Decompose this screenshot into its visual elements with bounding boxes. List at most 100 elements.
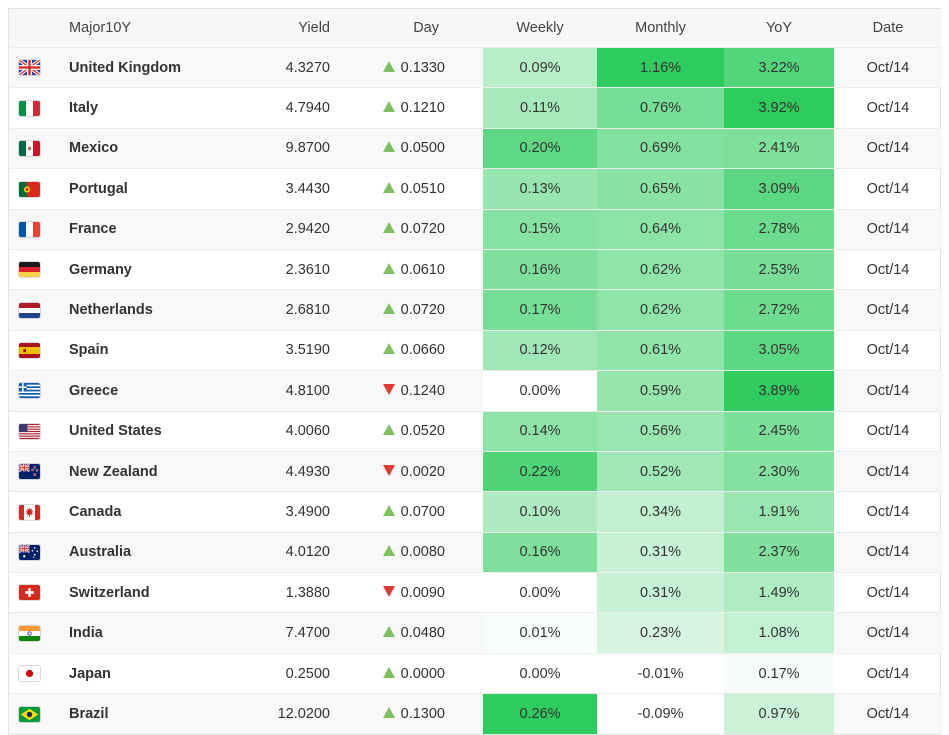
col-header-yield[interactable]: Yield xyxy=(241,9,336,48)
weekly-cell: 0.20% xyxy=(483,128,597,169)
monthly-cell: 1.16% xyxy=(597,47,724,88)
yield-cell: 4.0060 xyxy=(285,423,330,440)
flag-cell xyxy=(9,128,61,169)
monthly-cell: 0.52% xyxy=(597,451,724,492)
table-row[interactable]: New Zealand 4.4930 0.0020 0.22% 0.52% 2.30% Oc… xyxy=(9,451,942,492)
col-header-major10y[interactable]: Major10Y xyxy=(61,9,241,48)
bond-table-frame: Major10Y Yield Day Weekly Monthly YoY Da… xyxy=(8,8,942,735)
flag-cell xyxy=(9,612,61,654)
mx-flag-icon xyxy=(19,141,40,157)
weekly-cell: 0.13% xyxy=(483,168,597,210)
day-cell: 0.0510 xyxy=(336,169,483,209)
country-link[interactable]: India xyxy=(69,625,103,642)
table-row[interactable]: Germany 2.3610 0.0610 0.16% 0.62% 2.53% Oct/14 xyxy=(9,249,942,290)
monthly-cell: 0.61% xyxy=(597,330,724,371)
date-cell: Oct/14 xyxy=(866,180,910,197)
weekly-cell: 0.00% xyxy=(483,653,597,694)
up-triangle-icon xyxy=(382,60,395,72)
pt-flag-icon xyxy=(19,181,40,197)
country-link[interactable]: Spain xyxy=(69,342,109,359)
table-row[interactable]: Italy 4.7940 0.1210 0.11% 0.76% 3.92% Oct/14 xyxy=(9,87,942,129)
col-header-flag xyxy=(9,9,61,48)
major-10y-bond-table: Major10Y Yield Day Weekly Monthly YoY Da… xyxy=(9,9,942,734)
country-link[interactable]: Mexico xyxy=(69,140,119,157)
day-change-value: 0.0090 xyxy=(400,584,445,601)
country-link[interactable]: Brazil xyxy=(69,705,109,722)
day-cell: 0.0610 xyxy=(336,249,483,289)
table-row[interactable]: Greece 4.8100 0.1240 0.00% 0.59% 3.89% Oct/14 xyxy=(9,370,942,412)
day-change-value: 0.0510 xyxy=(400,180,445,197)
up-triangle-icon xyxy=(382,626,395,638)
country-link[interactable]: Germany xyxy=(69,261,132,278)
yoy-cell: 3.05% xyxy=(724,330,834,371)
table-row[interactable]: Portugal 3.4430 0.0510 0.13% 0.65% 3.09% Oct/1… xyxy=(9,168,942,210)
table-row[interactable]: Switzerland 1.3880 0.0090 0.00% 0.31% 1.49% Oc… xyxy=(9,572,942,613)
weekly-cell: 0.15% xyxy=(483,209,597,250)
monthly-cell: 0.34% xyxy=(597,491,724,533)
table-row[interactable]: Spain 3.5190 0.0660 0.12% 0.61% 3.05% Oct/14 xyxy=(9,330,942,371)
country-link[interactable]: Canada xyxy=(69,503,122,520)
monthly-cell: 0.76% xyxy=(597,87,724,129)
day-change-value: 0.0660 xyxy=(400,342,445,359)
yield-cell: 4.8100 xyxy=(241,370,336,412)
date-cell: Oct/14 xyxy=(834,693,942,734)
table-row[interactable]: Netherlands 2.6810 0.0720 0.17% 0.62% 2.72% Oc… xyxy=(9,289,942,331)
table-row[interactable]: India 7.4700 0.0480 0.01% 0.23% 1.08% Oct/14 xyxy=(9,612,942,654)
yoy-cell: 2.37% xyxy=(724,532,834,573)
country-cell: Australia xyxy=(61,532,241,573)
yield-cell: 4.3270 xyxy=(241,47,336,88)
table-row[interactable]: United States 4.0060 0.0520 0.14% 0.56% 2.45%… xyxy=(9,411,942,452)
country-cell: Germany xyxy=(61,249,241,289)
col-header-yoy[interactable]: YoY xyxy=(724,9,834,48)
day-change-value: 0.0700 xyxy=(400,503,445,520)
country-link[interactable]: Netherlands xyxy=(69,302,153,319)
col-header-monthly[interactable]: Monthly xyxy=(597,9,724,48)
yoy-cell: 1.49% xyxy=(724,572,834,613)
table-row[interactable]: Brazil 12.0200 0.1300 0.26% -0.09% 0.97% Oct/1… xyxy=(9,693,942,734)
country-link[interactable]: Portugal xyxy=(69,180,128,197)
weekly-cell: 0.00% xyxy=(483,370,597,412)
date-cell: Oct/14 xyxy=(834,612,942,654)
col-header-day[interactable]: Day xyxy=(336,9,483,48)
flag-cell xyxy=(9,47,61,88)
flag-cell xyxy=(9,653,61,693)
day-cell: 0.0080 xyxy=(336,532,483,573)
table-row[interactable]: Canada 3.4900 0.0700 0.10% 0.34% 1.91% Oct/14 xyxy=(9,491,942,533)
country-link[interactable]: Japan xyxy=(69,665,111,682)
country-link[interactable]: Switzerland xyxy=(69,584,150,601)
fr-flag-icon xyxy=(19,221,40,237)
country-link[interactable]: Italy xyxy=(69,100,99,117)
weekly-cell: 0.00% xyxy=(483,572,597,613)
yield-cell: 7.4700 xyxy=(241,612,336,654)
day-cell: 0.0000 xyxy=(336,653,483,693)
country-link[interactable]: New Zealand xyxy=(69,463,158,480)
up-triangle-icon xyxy=(382,504,395,516)
up-triangle-icon xyxy=(382,343,395,355)
col-header-date[interactable]: Date xyxy=(834,9,942,48)
table-row[interactable]: Japan 0.2500 0.0000 0.00% -0.01% 0.17% Oct/14 xyxy=(9,653,942,694)
yoy-cell: 1.08% xyxy=(724,612,834,654)
col-header-weekly[interactable]: Weekly xyxy=(483,9,597,48)
country-link[interactable]: France xyxy=(69,221,117,238)
country-cell: Italy xyxy=(61,88,241,128)
country-link[interactable]: Australia xyxy=(69,544,132,561)
table-row[interactable]: Australia 4.0120 0.0080 0.16% 0.31% 2.37% Oct/… xyxy=(9,532,942,573)
day-cell: 0.0090 xyxy=(336,573,483,613)
date-cell: Oct/14 xyxy=(866,100,910,117)
country-cell: Netherlands xyxy=(61,289,241,331)
day-cell: 0.0520 xyxy=(336,411,483,451)
country-cell: United States xyxy=(61,411,241,451)
table-header: Major10Y Yield Day Weekly Monthly YoY Da… xyxy=(9,9,942,48)
country-link[interactable]: United States xyxy=(69,423,162,440)
date-cell: Oct/14 xyxy=(834,370,942,412)
table-row[interactable]: France 2.9420 0.0720 0.15% 0.64% 2.78% Oct/14 xyxy=(9,209,942,250)
country-link[interactable]: Greece xyxy=(69,382,119,399)
table-row[interactable]: United Kingdom 4.3270 0.1330 0.09% 1.16% 3.22… xyxy=(9,47,942,88)
yield-cell: 12.0200 xyxy=(241,693,336,734)
table-row[interactable]: Mexico 9.8700 0.0500 0.20% 0.69% 2.41% Oct/14 xyxy=(9,128,942,169)
flag-cell xyxy=(9,88,61,128)
yield-cell: 2.3610 xyxy=(285,261,330,278)
yoy-cell: 2.78% xyxy=(724,209,834,250)
country-link[interactable]: United Kingdom xyxy=(69,59,181,76)
up-triangle-icon xyxy=(382,262,395,274)
